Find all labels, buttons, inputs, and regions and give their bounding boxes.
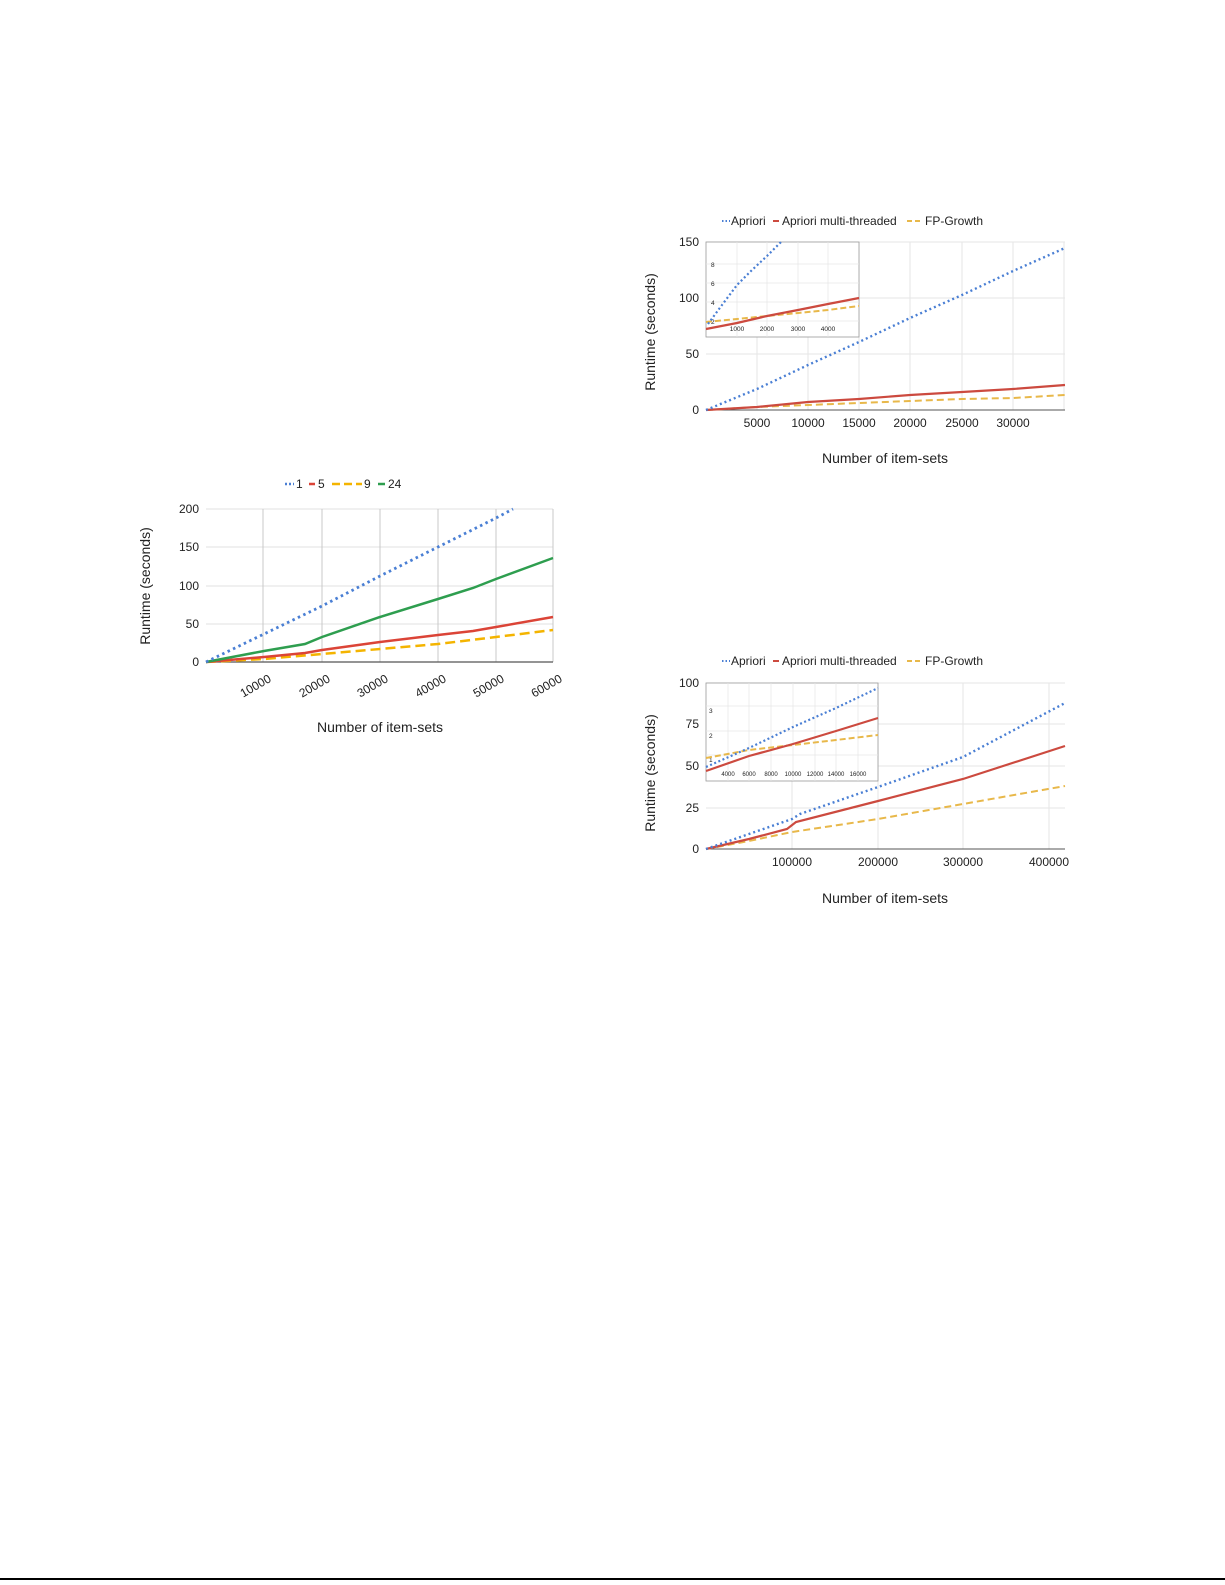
svg-text:100: 100 — [679, 291, 699, 305]
series-5 — [205, 615, 554, 664]
svg-text:1: 1 — [709, 757, 713, 764]
svg-text:6000: 6000 — [742, 772, 756, 778]
svg-text:5000: 5000 — [744, 416, 771, 430]
series-apriori-multi-threaded — [705, 383, 1066, 412]
inset-x-tick-labels: 4000 6000 8000 10000 12000 14000 16000 — [721, 772, 867, 778]
svg-text:100: 100 — [179, 579, 199, 593]
svg-text:200: 200 — [179, 502, 199, 516]
series-9 — [205, 628, 554, 664]
page-bottom-rule — [0, 1578, 1225, 1580]
svg-text:2: 2 — [709, 733, 713, 740]
svg-text:75: 75 — [686, 717, 700, 731]
inset-y-tick-labels: 2 4 6 8 — [711, 262, 715, 326]
svg-text:Apriori multi-threaded: Apriori multi-threaded — [782, 214, 897, 228]
svg-text:400000: 400000 — [1029, 855, 1069, 869]
svg-text:100000: 100000 — [772, 855, 812, 869]
series-apriori — [705, 246, 1066, 412]
svg-text:100: 100 — [679, 676, 699, 690]
svg-text:4: 4 — [711, 300, 715, 307]
svg-text:30000: 30000 — [996, 416, 1030, 430]
legend-label: 9 — [364, 477, 371, 491]
svg-text:2000: 2000 — [760, 326, 775, 333]
svg-text:Apriori: Apriori — [731, 214, 766, 228]
legend-label: 24 — [388, 477, 402, 491]
legend-label: 1 — [296, 477, 303, 491]
series-fp-growth — [705, 785, 1066, 850]
svg-text:FP-Growth: FP-Growth — [925, 654, 983, 668]
svg-text:Apriori multi-threaded: Apriori multi-threaded — [782, 654, 897, 668]
legend: Apriori Apriori multi-threaded FP-Growth — [722, 214, 983, 228]
svg-text:6: 6 — [711, 281, 715, 288]
x-tick-labels: 5000 10000 15000 20000 25000 30000 — [744, 416, 1030, 430]
inset-zoom-chart: 1 2 3 4000 6000 8000 10000 12000 14000 1… — [705, 682, 879, 782]
svg-text:10000: 10000 — [785, 772, 802, 778]
series-1 — [205, 507, 514, 664]
svg-text:150: 150 — [179, 540, 199, 554]
svg-text:10000: 10000 — [791, 416, 825, 430]
y-axis-label: Runtime (seconds) — [642, 714, 658, 832]
x-axis-label: Number of item-sets — [822, 450, 948, 466]
svg-text:200000: 200000 — [858, 855, 898, 869]
svg-text:3: 3 — [709, 708, 713, 715]
svg-text:50: 50 — [686, 347, 700, 361]
svg-text:150: 150 — [679, 235, 699, 249]
legend-label: 5 — [318, 477, 325, 491]
svg-text:14000: 14000 — [828, 772, 845, 778]
svg-text:3000: 3000 — [791, 326, 806, 333]
svg-text:16000: 16000 — [850, 772, 867, 778]
legend: 1 5 9 24 — [285, 477, 402, 491]
svg-text:4000: 4000 — [821, 326, 836, 333]
series-apriori — [705, 701, 1066, 851]
inset-y-tick-labels: 1 2 3 — [709, 708, 713, 764]
y-tick-labels: 0 25 50 75 100 — [679, 676, 699, 856]
svg-text:0: 0 — [692, 403, 699, 417]
svg-text:8000: 8000 — [764, 772, 778, 778]
x-axis-label: Number of item-sets — [317, 719, 443, 735]
legend: Apriori Apriori multi-threaded FP-Growth — [722, 654, 983, 668]
y-axis-label: Runtime (seconds) — [137, 527, 153, 645]
y-axis-label: Runtime (seconds) — [642, 273, 658, 391]
inset-zoom-chart: 2 4 6 8 1000 2000 3000 4000 — [705, 241, 860, 338]
x-axis-label: Number of item-sets — [822, 890, 948, 906]
svg-text:0: 0 — [192, 655, 199, 669]
svg-text:20000: 20000 — [893, 416, 927, 430]
svg-text:15000: 15000 — [842, 416, 876, 430]
x-tick-labels: 100000 200000 300000 400000 — [772, 855, 1069, 869]
svg-text:FP-Growth: FP-Growth — [925, 214, 983, 228]
series-apriori-multi-threaded — [705, 744, 1066, 851]
svg-text:8: 8 — [711, 262, 715, 269]
y-tick-labels: 0 50 100 150 200 — [179, 502, 199, 669]
svg-text:0: 0 — [692, 842, 699, 856]
svg-text:300000: 300000 — [943, 855, 983, 869]
svg-text:4000: 4000 — [721, 772, 735, 778]
vertical-gridlines — [262, 509, 554, 662]
svg-text:25000: 25000 — [945, 416, 979, 430]
svg-text:12000: 12000 — [807, 772, 824, 778]
svg-text:1000: 1000 — [730, 326, 745, 333]
svg-text:50: 50 — [686, 759, 700, 773]
inset-x-tick-labels: 1000 2000 3000 4000 — [730, 326, 836, 333]
svg-text:50: 50 — [186, 617, 200, 631]
svg-text:2: 2 — [711, 319, 715, 326]
svg-text:25: 25 — [686, 801, 700, 815]
series-24 — [205, 556, 554, 664]
svg-text:Apriori: Apriori — [731, 654, 766, 668]
y-tick-labels: 0 50 100 150 — [679, 235, 699, 417]
